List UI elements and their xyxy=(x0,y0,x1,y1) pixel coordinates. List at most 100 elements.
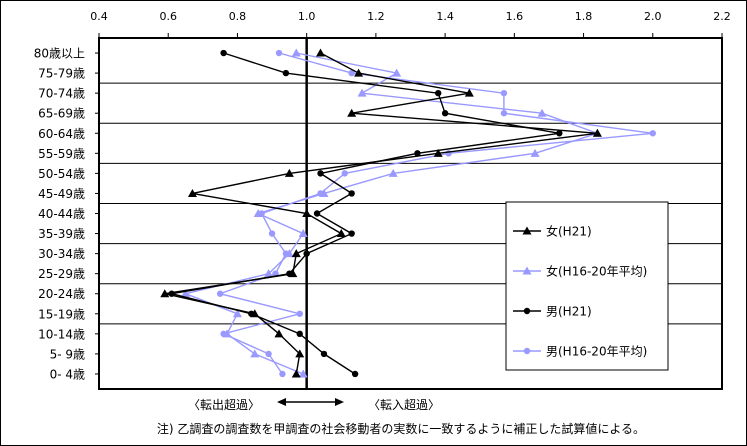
data-point xyxy=(298,369,308,378)
data-point xyxy=(348,69,355,77)
data-point xyxy=(392,68,402,77)
series-line xyxy=(171,52,560,375)
horizontal-gridlines xyxy=(99,82,722,325)
legend-swatch-marker xyxy=(522,266,532,275)
data-point xyxy=(320,350,328,358)
data-point xyxy=(414,150,421,157)
data-point xyxy=(347,108,357,117)
data-point xyxy=(279,370,286,378)
legend-swatch-marker xyxy=(523,307,531,315)
y-tick-label: 50-54歳 xyxy=(38,167,85,181)
data-point xyxy=(296,330,303,338)
data-point xyxy=(348,230,355,237)
data-point xyxy=(258,210,265,217)
data-point xyxy=(220,330,227,338)
data-point xyxy=(434,89,442,97)
y-tick-label: 0- 4歳 xyxy=(50,367,85,381)
y-tick-label: 20-24歳 xyxy=(38,287,85,301)
data-point xyxy=(298,229,308,238)
direction-annotation: 〈転出超過〉 〈転入超過〉 xyxy=(188,397,440,412)
data-point xyxy=(248,310,255,317)
legend-label: 男(H21) xyxy=(546,305,592,319)
data-point xyxy=(348,190,355,197)
data-point xyxy=(268,230,276,237)
y-tick-label: 35-39歳 xyxy=(38,227,85,241)
data-point xyxy=(500,110,508,117)
data-point xyxy=(354,68,364,77)
data-point xyxy=(592,128,602,137)
data-point xyxy=(464,88,474,97)
y-tick-label: 10-14歳 xyxy=(38,327,85,341)
y-tick-label: 75-79歳 xyxy=(38,67,85,81)
data-point xyxy=(500,89,508,97)
y-tick-label: 65-69歳 xyxy=(38,107,85,121)
data-point xyxy=(291,48,301,57)
x-tick-label: 0.4 xyxy=(90,10,108,23)
chart-footnote: 注) 乙調査の調査数を甲調査の社会移動者の実数に一致するように補正した試算値によ… xyxy=(157,421,645,436)
series-3 xyxy=(168,49,563,378)
legend-item: 男(H21) xyxy=(513,305,592,319)
series-4 xyxy=(216,49,656,378)
outflow-excess-label: 〈転出超過〉 xyxy=(188,397,260,412)
data-point xyxy=(286,270,293,277)
data-point xyxy=(250,349,260,358)
x-tick-label: 1.4 xyxy=(436,10,454,23)
x-tick-label: 1.2 xyxy=(367,10,385,23)
data-point xyxy=(388,168,398,177)
legend-label: 女(H16-20年平均) xyxy=(546,264,647,279)
legend-item: 女(H21) xyxy=(513,224,592,239)
data-point xyxy=(181,289,191,298)
data-point xyxy=(274,329,284,338)
data-point xyxy=(160,289,170,298)
x-tick-label: 2.0 xyxy=(644,10,662,23)
x-tick-label: 1.6 xyxy=(506,10,524,23)
direction-arrow-left-head xyxy=(277,398,286,406)
data-point xyxy=(649,130,656,137)
x-tick-label: 2.2 xyxy=(713,10,731,23)
legend-label: 男(H16-20年平均) xyxy=(546,345,647,359)
y-tick-label: 55-59歳 xyxy=(38,147,85,161)
y-tick-label: 60-64歳 xyxy=(38,127,85,141)
data-point xyxy=(187,188,197,197)
data-point xyxy=(530,148,540,157)
data-point xyxy=(303,250,310,257)
data-point xyxy=(441,110,449,117)
y-tick-label: 15-19歳 xyxy=(38,307,85,321)
y-tick-label: 5- 9歳 xyxy=(50,347,85,361)
data-point xyxy=(216,290,224,297)
data-point xyxy=(282,250,290,257)
y-tick-label: 40-44歳 xyxy=(38,207,85,221)
legend-swatch-marker xyxy=(523,347,531,355)
data-point xyxy=(537,108,547,117)
data-point xyxy=(341,170,348,177)
data-point xyxy=(316,48,326,57)
x-tick-label: 1.0 xyxy=(298,10,316,23)
data-point xyxy=(291,249,301,258)
y-axis-ticks: 80歳以上 75-79歳 70-74歳 65-69歳 60-64歳 55-59歳 50-54… xyxy=(34,47,99,381)
x-tick-label: 0.8 xyxy=(229,10,247,23)
data-point xyxy=(313,210,321,217)
series-layer xyxy=(160,48,656,378)
data-point xyxy=(317,170,324,177)
data-point xyxy=(556,130,563,137)
data-point xyxy=(433,148,443,157)
inflow-excess-label: 〈転入超過〉 xyxy=(368,397,440,412)
x-tick-label: 0.6 xyxy=(159,10,177,23)
x-tick-label: 1.8 xyxy=(575,10,593,23)
x-axis-ticks: 0.4 0.6 0.8 1.0 1.2 1.4 1.6 1.8 2.0 2.2 xyxy=(90,10,731,38)
data-point xyxy=(351,370,359,378)
legend-item: 男(H16-20年平均) xyxy=(513,345,647,359)
data-point xyxy=(296,310,303,317)
data-point xyxy=(232,309,242,318)
data-point xyxy=(357,88,367,97)
legend-box xyxy=(505,201,669,371)
data-point xyxy=(275,49,283,57)
legend-label: 女(H21) xyxy=(546,224,592,239)
data-point xyxy=(302,209,312,217)
data-point xyxy=(282,69,290,77)
y-tick-label: 45-49歳 xyxy=(38,187,85,201)
legend-swatch-marker xyxy=(522,226,532,235)
data-point xyxy=(220,49,227,57)
